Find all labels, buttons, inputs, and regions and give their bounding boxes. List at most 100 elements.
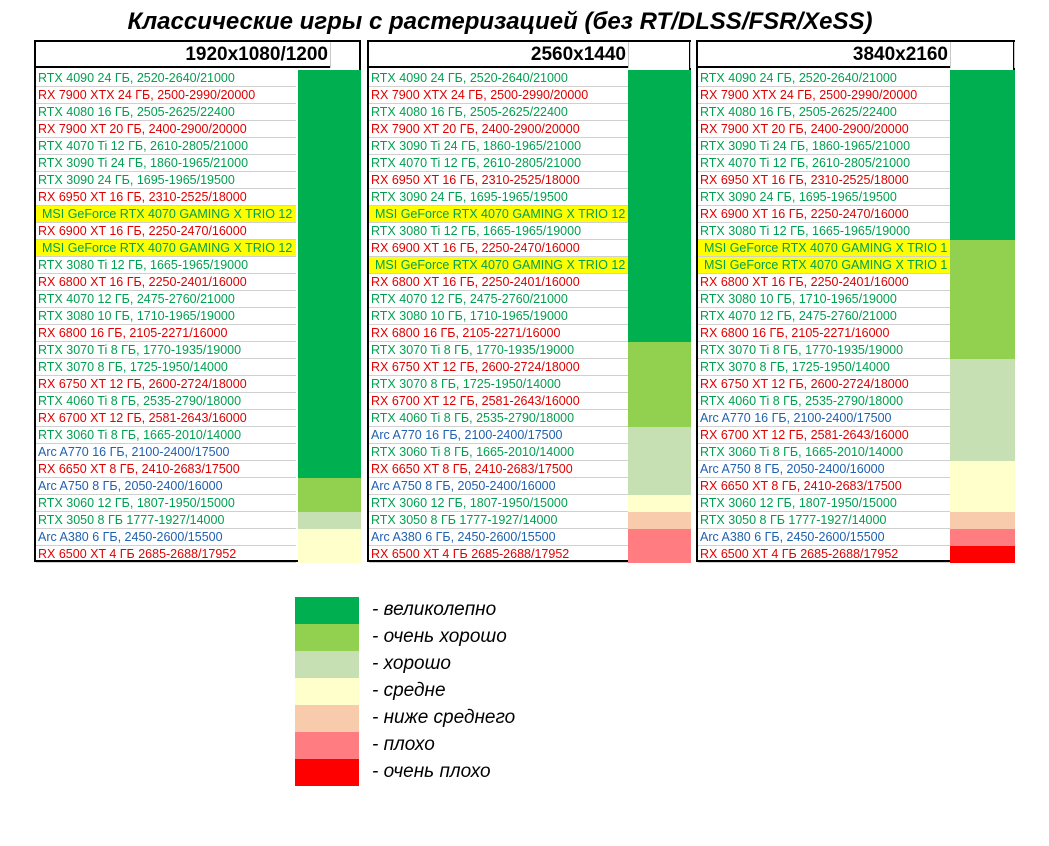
- gpu-row-label: RTX 4070 12 ГБ, 2475-2760/21000: [698, 308, 950, 325]
- gpu-row-label: Arc A380 6 ГБ, 2450-2600/15500: [369, 529, 628, 546]
- gpu-row-label: RTX 4060 Ti 8 ГБ, 2535-2790/18000: [698, 393, 950, 410]
- gpu-row-label: RX 6750 XT 12 ГБ, 2600-2724/18000: [369, 359, 628, 376]
- panel-2160: 3840x2160 RTX 4090 24 ГБ, 2520-2640/2100…: [696, 40, 1015, 563]
- legend-label: - очень плохо: [372, 761, 491, 782]
- gpu-row-label: RX 6900 XT 16 ГБ, 2250-2470/16000: [698, 206, 950, 223]
- legend-swatch: [295, 651, 359, 678]
- rating-bar-good: [950, 359, 1015, 461]
- legend-label: - средне: [372, 680, 446, 701]
- gpu-row-label: Arc A750 8 ГБ, 2050-2400/16000: [369, 478, 628, 495]
- rating-bar-average: [298, 529, 361, 563]
- gpu-row-label: RX 6750 XT 12 ГБ, 2600-2724/18000: [698, 376, 950, 393]
- panel-header: 3840x2160: [698, 42, 950, 68]
- rating-bar-below_average: [950, 512, 1015, 529]
- rating-bar-below_average: [628, 512, 691, 529]
- gpu-row-label: RTX 3090 24 ГБ, 1695-1965/19500: [369, 189, 628, 206]
- gpu-row-label: Arc A770 16 ГБ, 2100-2400/17500: [36, 444, 296, 461]
- page-title: Классические игры с растеризацией (без R…: [127, 8, 873, 35]
- legend-label: - хорошо: [372, 653, 451, 674]
- gpu-row-label: MSI GeForce RTX 4070 GAMING X TRIO 1: [698, 257, 950, 274]
- gpu-row-label: Arc A380 6 ГБ, 2450-2600/15500: [36, 529, 296, 546]
- gpu-row-label: RX 6950 XT 16 ГБ, 2310-2525/18000: [698, 172, 950, 189]
- gpu-row-label: RX 6650 XT 8 ГБ, 2410-2683/17500: [369, 461, 628, 478]
- legend-swatch: [295, 732, 359, 759]
- rating-bar-very_good: [950, 240, 1015, 359]
- gpu-row-label: RTX 4060 Ti 8 ГБ, 2535-2790/18000: [369, 410, 628, 427]
- gpu-row-label: RTX 4070 Ti 12 ГБ, 2610-2805/21000: [698, 155, 950, 172]
- rating-bar-excellent: [950, 70, 1015, 240]
- gpu-row-label: MSI GeForce RTX 4070 GAMING X TRIO 12: [369, 257, 628, 274]
- gpu-row-label: MSI GeForce RTX 4070 GAMING X TRIO 1: [698, 240, 950, 257]
- legend-label: - великолепно: [372, 599, 497, 620]
- legend-swatch: [295, 759, 359, 786]
- gpu-row-label: RX 6950 XT 16 ГБ, 2310-2525/18000: [36, 189, 296, 206]
- panel-header: 1920x1080/1200: [36, 42, 330, 68]
- gpu-row-label: RX 6800 XT 16 ГБ, 2250-2401/16000: [36, 274, 296, 291]
- gpu-row-label: RX 7900 XT 20 ГБ, 2400-2900/20000: [698, 121, 950, 138]
- gpu-row-label: RTX 4080 16 ГБ, 2505-2625/22400: [698, 104, 950, 121]
- gpu-row-label: RTX 3070 Ti 8 ГБ, 1770-1935/19000: [369, 342, 628, 359]
- gpu-row-label: RTX 3080 Ti 12 ГБ, 1665-1965/19000: [698, 223, 950, 240]
- gpu-row-label: RTX 3090 24 ГБ, 1695-1965/19500: [36, 172, 296, 189]
- gpu-row-label: Arc A380 6 ГБ, 2450-2600/15500: [698, 529, 950, 546]
- gpu-row-label: RTX 3070 8 ГБ, 1725-1950/14000: [698, 359, 950, 376]
- gpu-row-label: RX 6500 XT 4 ГБ 2685-2688/17952: [36, 546, 296, 563]
- rating-bar-bad: [950, 529, 1015, 546]
- gpu-row-label: Arc A750 8 ГБ, 2050-2400/16000: [698, 461, 950, 478]
- rating-bar-average: [628, 495, 691, 512]
- legend-swatch: [295, 597, 359, 624]
- gpu-row-label: RTX 3090 24 ГБ, 1695-1965/19500: [698, 189, 950, 206]
- gpu-row-label: RTX 4090 24 ГБ, 2520-2640/21000: [369, 70, 628, 87]
- gpu-row-label: RTX 3060 12 ГБ, 1807-1950/15000: [698, 495, 950, 512]
- gpu-row-label: RTX 3080 10 ГБ, 1710-1965/19000: [36, 308, 296, 325]
- gpu-row-label: RTX 3090 Ti 24 ГБ, 1860-1965/21000: [369, 138, 628, 155]
- gpu-row-label: RX 6950 XT 16 ГБ, 2310-2525/18000: [369, 172, 628, 189]
- gpu-row-label: RX 7900 XTX 24 ГБ, 2500-2990/20000: [36, 87, 296, 104]
- gpu-row-label: RTX 3070 8 ГБ, 1725-1950/14000: [369, 376, 628, 393]
- header-gap-cell: [950, 42, 1015, 68]
- rating-bar-excellent: [628, 70, 691, 342]
- gpu-row-label: RX 6900 XT 16 ГБ, 2250-2470/16000: [36, 223, 296, 240]
- legend-item: - очень хорошо: [295, 624, 595, 651]
- gpu-row-label: RTX 4060 Ti 8 ГБ, 2535-2790/18000: [36, 393, 296, 410]
- gpu-row-label: RTX 4080 16 ГБ, 2505-2625/22400: [369, 104, 628, 121]
- gpu-row-label: RTX 4070 Ti 12 ГБ, 2610-2805/21000: [369, 155, 628, 172]
- gpu-row-label: RX 6800 XT 16 ГБ, 2250-2401/16000: [698, 274, 950, 291]
- gpu-row-label: RTX 3070 Ti 8 ГБ, 1770-1935/19000: [698, 342, 950, 359]
- gpu-row-label: RTX 4070 12 ГБ, 2475-2760/21000: [369, 291, 628, 308]
- gpu-row-label: RX 6500 XT 4 ГБ 2685-2688/17952: [698, 546, 950, 563]
- gpu-row-label: RTX 4090 24 ГБ, 2520-2640/21000: [36, 70, 296, 87]
- gpu-row-label: RTX 3050 8 ГБ 1777-1927/14000: [698, 512, 950, 529]
- gpu-row-label: RTX 4080 16 ГБ, 2505-2625/22400: [36, 104, 296, 121]
- gpu-row-label: RX 7900 XT 20 ГБ, 2400-2900/20000: [36, 121, 296, 138]
- gpu-row-label: RTX 3060 Ti 8 ГБ, 1665-2010/14000: [698, 444, 950, 461]
- gpu-row-label: RX 6700 XT 12 ГБ, 2581-2643/16000: [369, 393, 628, 410]
- gpu-row-label: RTX 4070 12 ГБ, 2475-2760/21000: [36, 291, 296, 308]
- gpu-row-label: RX 6800 16 ГБ, 2105-2271/16000: [369, 325, 628, 342]
- legend-item: - хорошо: [295, 651, 595, 678]
- gpu-row-label: RTX 3090 Ti 24 ГБ, 1860-1965/21000: [36, 155, 296, 172]
- gpu-row-label: RX 6650 XT 8 ГБ, 2410-2683/17500: [698, 478, 950, 495]
- rating-bar-good: [628, 427, 691, 495]
- legend-item: - великолепно: [295, 597, 595, 624]
- gpu-row-label: Arc A750 8 ГБ, 2050-2400/16000: [36, 478, 296, 495]
- gpu-row-label: RTX 3060 Ti 8 ГБ, 1665-2010/14000: [369, 444, 628, 461]
- legend-label: - ниже среднего: [372, 707, 516, 728]
- gpu-row-label: MSI GeForce RTX 4070 GAMING X TRIO 12: [369, 206, 628, 223]
- legend-item: - ниже среднего: [295, 705, 595, 732]
- legend-item: - средне: [295, 678, 595, 705]
- rating-bar-good: [298, 512, 361, 529]
- panel-header: 2560x1440: [369, 42, 628, 68]
- gpu-row-label: RX 7900 XTX 24 ГБ, 2500-2990/20000: [698, 87, 950, 104]
- gpu-row-label: RTX 3060 Ti 8 ГБ, 1665-2010/14000: [36, 427, 296, 444]
- gpu-row-label: RTX 3080 Ti 12 ГБ, 1665-1965/19000: [36, 257, 296, 274]
- gpu-row-label: RX 6500 XT 4 ГБ 2685-2688/17952: [369, 546, 628, 563]
- gpu-row-label: RTX 3080 10 ГБ, 1710-1965/19000: [369, 308, 628, 325]
- gpu-row-label: RTX 3050 8 ГБ 1777-1927/14000: [369, 512, 628, 529]
- panel-1920: 1920x1080/1200 RTX 4090 24 ГБ, 2520-2640…: [34, 40, 396, 563]
- header-gap-cell: [628, 42, 691, 68]
- gpu-row-label: RTX 3080 Ti 12 ГБ, 1665-1965/19000: [369, 223, 628, 240]
- legend-swatch: [295, 624, 359, 651]
- gpu-row-label: RTX 3060 12 ГБ, 1807-1950/15000: [36, 495, 296, 512]
- legend-item: - плохо: [295, 732, 595, 759]
